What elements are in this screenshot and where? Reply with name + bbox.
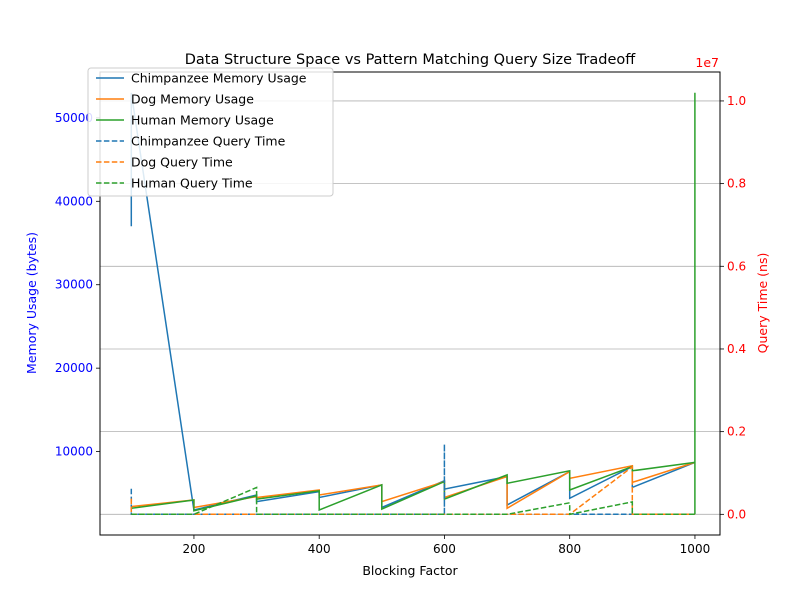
y-right-tick-label: 0.6 (727, 259, 746, 273)
y-left-tick-label: 40000 (55, 194, 93, 208)
series-layer (130, 92, 696, 516)
y-right-axis-label: Query Time (ns) (755, 253, 770, 354)
series-line-human-query-time (131, 92, 696, 516)
legend-label: Human Query Time (131, 176, 253, 191)
y-left-tick-label: 20000 (55, 361, 93, 375)
plot-frame (99, 71, 721, 536)
chart-title: Data Structure Space vs Pattern Matching… (185, 52, 637, 68)
legend-label: Human Memory Usage (131, 113, 274, 128)
legend-label: Dog Memory Usage (131, 92, 254, 107)
y-right-tick-label: 1.0 (727, 94, 746, 108)
right-axis-offset-label: 1e7 (695, 55, 719, 70)
x-axis-label: Blocking Factor (362, 563, 458, 578)
series-line-human-memory-usage (130, 461, 695, 512)
x-tick-label: 600 (433, 542, 456, 556)
y-right-tick-label: 0.0 (727, 507, 746, 521)
x-axis: 200 400 600 800 1000 (182, 535, 710, 556)
y-left-axis: 10000 20000 30000 40000 50000 (55, 111, 100, 459)
y-left-tick-label: 30000 (55, 278, 93, 292)
y-right-tick-label: 0.4 (727, 342, 746, 356)
series-line-chimpanzee-memory-usage (130, 92, 696, 511)
legend-label: Chimpanzee Memory Usage (131, 71, 307, 86)
x-tick-label: 400 (308, 542, 331, 556)
x-tick-label: 1000 (680, 542, 711, 556)
legend: Chimpanzee Memory Usage Dog Memory Usage H… (87, 67, 334, 197)
y-right-axis: 0.0 0.2 0.4 0.6 0.8 1.0 (720, 94, 746, 521)
y-right-tick-label: 0.8 (727, 177, 746, 191)
legend-label: Dog Query Time (131, 155, 233, 170)
y-right-tick-label: 0.2 (727, 425, 746, 439)
y-left-tick-label: 10000 (55, 445, 93, 459)
x-tick-label: 200 (182, 542, 205, 556)
y-left-axis-label: Memory Usage (bytes) (24, 232, 39, 374)
x-tick-label: 800 (558, 542, 581, 556)
legend-label: Chimpanzee Query Time (131, 134, 286, 149)
y-left-tick-label: 50000 (55, 111, 93, 125)
legend-box (87, 67, 334, 197)
